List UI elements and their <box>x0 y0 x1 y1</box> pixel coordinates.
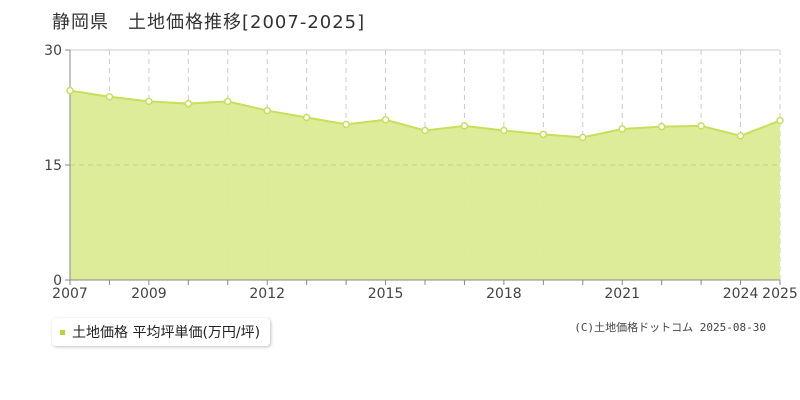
x-tick-label: 2025 <box>762 286 798 302</box>
data-point <box>224 97 232 106</box>
chart-title: 静岡県 土地価格推移[2007-2025] <box>52 12 366 33</box>
y-tick-label: 30 <box>44 43 62 59</box>
data-point <box>460 122 469 130</box>
data-point <box>263 106 271 115</box>
data-point <box>381 116 390 124</box>
x-tick-label: 2012 <box>249 286 285 302</box>
data-points <box>66 86 784 142</box>
data-point <box>539 130 548 139</box>
series-area <box>69 89 781 280</box>
x-tick-label: 2015 <box>368 286 404 302</box>
tick-labels: 0 15 30 2007 2009 2012 2015 2018 2021 2024 2025 <box>44 43 798 302</box>
series-area-fill <box>70 90 780 280</box>
x-tick-label: 2024 <box>723 286 759 302</box>
data-point <box>657 122 666 131</box>
data-point <box>736 132 745 140</box>
data-point <box>618 125 626 133</box>
data-point <box>500 126 508 135</box>
data-point <box>776 116 784 125</box>
data-point <box>342 120 350 129</box>
data-point <box>579 133 587 142</box>
data-point <box>105 93 114 101</box>
x-tick-label: 2009 <box>131 286 167 302</box>
data-point <box>421 126 429 135</box>
x-tick-label: 2021 <box>604 286 640 302</box>
y-tick-label: 15 <box>44 158 62 174</box>
data-point <box>145 97 153 106</box>
data-point <box>697 122 705 130</box>
data-point <box>184 99 193 108</box>
data-point <box>302 113 311 122</box>
copyright-text: (C)土地価格ドットコム 2025-08-30 <box>574 321 766 334</box>
y-tick-label: 0 <box>53 273 62 289</box>
legend-label: 土地価格 平均坪単価(万円/坪) <box>72 325 261 341</box>
legend-swatch <box>60 329 65 335</box>
x-tick-label: 2018 <box>486 286 522 302</box>
x-tick-label: 2007 <box>52 286 88 302</box>
data-point <box>66 86 74 95</box>
legend: 土地価格 平均坪単価(万円/坪) <box>52 318 271 346</box>
